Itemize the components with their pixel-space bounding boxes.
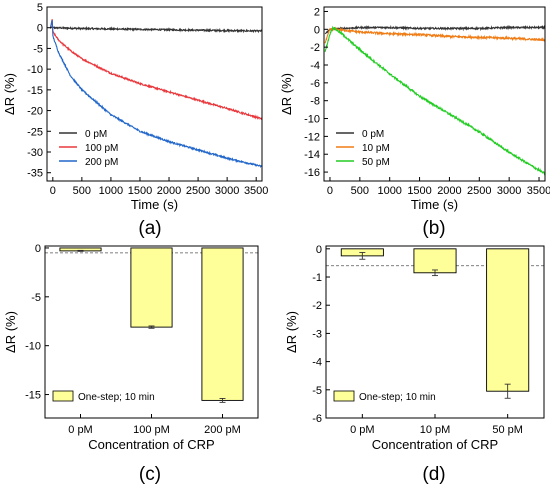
x-tick-label: 3500 <box>244 185 268 197</box>
x-axis-label: Concentration of CRP <box>88 437 214 452</box>
panel-label: (c) <box>139 464 161 485</box>
x-tick-label: 2500 <box>186 185 210 197</box>
y-axis-label: ΔR (%) <box>2 73 17 115</box>
y-tick-label: -2 <box>310 42 320 54</box>
series-line-0-pm <box>50 25 262 34</box>
y-axis-label: ΔR (%) <box>279 73 294 115</box>
y-tick-label: -6 <box>312 413 322 425</box>
x-tick-label: 1000 <box>99 185 123 197</box>
x-tick-label: 3000 <box>497 185 521 197</box>
x-axis-label: Time (s) <box>411 197 458 212</box>
series-line-50-pm <box>324 25 545 176</box>
y-tick-label: -4 <box>310 60 320 72</box>
y-tick-label: -10 <box>25 341 41 353</box>
legend-label: 200 pM <box>85 157 118 168</box>
legend: 0 pM 10 pM 50 pM <box>336 129 390 168</box>
y-tick-label: -10 <box>304 114 320 126</box>
y-tick-label: -1 <box>312 272 322 284</box>
x-tick-label: 2500 <box>467 185 491 197</box>
y-tick-label: -12 <box>304 131 320 143</box>
y-tick-label: 0 <box>35 243 41 255</box>
y-tick-label: 0 <box>316 244 322 256</box>
plot-frame <box>46 6 263 182</box>
x-tick-label: 3500 <box>527 185 550 197</box>
x-tick-label: 2000 <box>157 185 181 197</box>
y-tick-label: -5 <box>31 292 41 304</box>
y-tick-label: -14 <box>304 149 320 161</box>
plot-frame <box>325 245 545 419</box>
y-tick-label: -20 <box>27 106 43 118</box>
legend-label: One-step; 10 min <box>359 392 436 403</box>
y-tick-label: 2 <box>314 6 320 18</box>
y-tick-label: -5 <box>312 385 322 397</box>
legend-label: 10 pM <box>362 143 390 154</box>
x-tick-label: 500 <box>73 185 91 197</box>
y-tick-label: -4 <box>312 357 322 369</box>
y-axis-label: ΔR (%) <box>284 311 299 353</box>
series-line-10-pm <box>324 26 545 44</box>
x-tick-label: 500 <box>351 185 369 197</box>
series-line-100-pm <box>49 19 262 121</box>
series-line-200-pm <box>49 19 262 169</box>
legend-label: 100 pM <box>85 143 118 154</box>
legend-swatch <box>52 390 74 402</box>
category-label: 50 pM <box>492 424 523 436</box>
category-label: 200 pM <box>204 424 241 436</box>
y-tick-label: -16 <box>304 167 320 179</box>
x-tick-label: 0 <box>50 185 56 197</box>
legend: One-step; 10 min <box>52 390 155 403</box>
x-tick-label: 1500 <box>407 185 431 197</box>
legend-label: 0 pM <box>85 129 107 140</box>
x-tick-label: 0 <box>327 185 333 197</box>
panel-a: 0 500 1000 1500 2000 2500 3000 3500 Time (s) 0 pM… <box>2 2 268 239</box>
y-tick-label: 5 <box>37 2 43 14</box>
category-label: 10 pM <box>420 424 451 436</box>
series-line-0-pm <box>324 24 545 35</box>
y-tick-label: -30 <box>27 147 43 159</box>
legend-label: 50 pM <box>362 157 390 168</box>
series-group <box>324 24 545 176</box>
x-tick-label: 1000 <box>377 185 401 197</box>
y-axis-label: ΔR (%) <box>3 311 18 353</box>
legend-label: 0 pM <box>362 129 384 140</box>
y-tick-label: -10 <box>27 64 43 76</box>
bar <box>201 247 244 401</box>
plot-frame <box>323 6 546 182</box>
y-tick-label: -5 <box>33 43 43 55</box>
bar <box>130 247 173 328</box>
y-tick-label: -15 <box>25 390 41 402</box>
y-tick-label: 0 <box>314 24 320 36</box>
legend-swatch <box>333 390 355 402</box>
y-tick-label: -2 <box>312 300 322 312</box>
y-tick-label: -15 <box>27 85 43 97</box>
bar <box>413 248 457 274</box>
category-label: 100 pM <box>133 424 170 436</box>
legend-label: One-step; 10 min <box>78 392 155 403</box>
y-tick-label: -8 <box>310 96 320 108</box>
y-tick-label: -25 <box>27 126 43 138</box>
x-axis-label: Time (s) <box>131 197 178 212</box>
legend: 0 pM 100 pM 200 pM <box>59 129 118 168</box>
x-axis-label: Concentration of CRP <box>372 437 498 452</box>
series-group <box>49 19 262 169</box>
x-tick-label: 3000 <box>215 185 239 197</box>
y-tick-label: -6 <box>310 78 320 90</box>
category-label: 0 pM <box>68 424 92 436</box>
panel-b: 0 500 1000 1500 2000 2500 3000 3500 Time (s) 0 pM… <box>279 6 550 239</box>
y-tick-label: -3 <box>312 328 322 340</box>
legend: One-step; 10 min <box>333 390 436 403</box>
category-label: 0 pM <box>350 424 374 436</box>
x-tick-label: 2000 <box>437 185 461 197</box>
x-tick-label: 1500 <box>128 185 152 197</box>
y-tick-label: 0 <box>37 23 43 35</box>
y-tick-label: -35 <box>27 168 43 180</box>
panel-label: (b) <box>422 218 445 239</box>
panel-label: (d) <box>422 464 445 485</box>
panel-label: (a) <box>138 218 161 239</box>
plot-frame <box>44 245 259 419</box>
bar <box>486 248 530 392</box>
